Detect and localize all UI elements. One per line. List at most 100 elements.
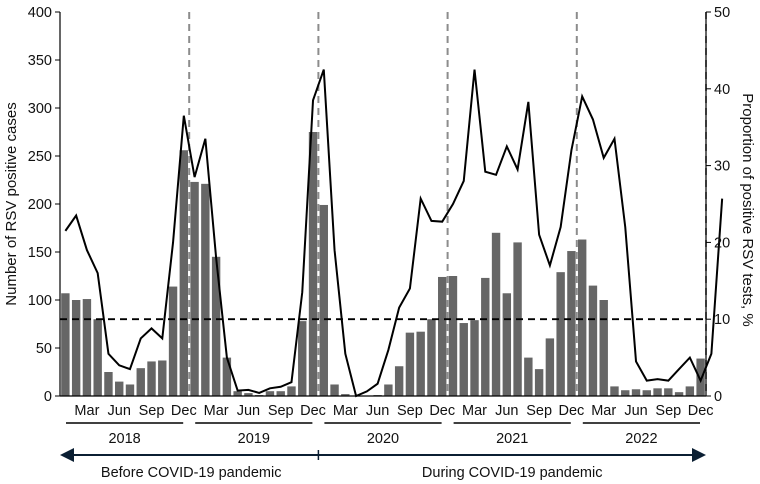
arrow-head-right — [692, 448, 706, 462]
bar — [168, 286, 178, 396]
year-separators — [188, 12, 707, 396]
month-tick-label: Dec — [688, 403, 714, 419]
bar — [158, 360, 167, 396]
month-tick-label: Dec — [559, 403, 585, 419]
month-tick-label: Sep — [655, 403, 681, 419]
bar — [147, 361, 156, 396]
bar — [664, 388, 673, 396]
y-axis-label: Number of RSV positive cases — [3, 102, 20, 305]
month-tick-label: Dec — [171, 403, 197, 419]
bar — [524, 357, 533, 396]
year-label: 2018 — [108, 431, 140, 447]
bar — [448, 276, 458, 396]
bar — [631, 389, 641, 396]
month-tick-label: Dec — [300, 403, 326, 419]
bar — [115, 381, 124, 396]
axes — [59, 12, 707, 397]
bar-series — [61, 132, 705, 396]
y-tick-label: 0 — [44, 389, 52, 405]
proportion-line — [64, 69, 724, 398]
y2-tick-label: 10 — [714, 312, 730, 328]
bar — [459, 323, 468, 396]
pandemic-arrow — [60, 448, 706, 462]
bar — [319, 204, 328, 396]
y-tick-label: 50 — [36, 341, 52, 357]
bar — [556, 272, 565, 396]
bar — [438, 276, 447, 396]
bar — [211, 256, 221, 396]
bar — [298, 321, 307, 396]
bar — [222, 357, 232, 396]
bar — [610, 386, 619, 396]
y2-tick-label: 30 — [714, 159, 730, 175]
month-tick-label: Dec — [429, 403, 455, 419]
y2-axis-label: Proportion of positive RSV tests, % — [739, 93, 756, 326]
year-labels: 2018 2019 2020 2021 2022 — [66, 422, 700, 447]
y2-tick-label: 20 — [714, 235, 730, 251]
bar — [696, 358, 705, 396]
bar — [621, 390, 630, 396]
bar — [481, 277, 490, 396]
month-tick-label: Mar — [74, 403, 99, 419]
bar — [330, 384, 339, 396]
bar — [71, 300, 81, 396]
month-tick-label: Jun — [237, 403, 260, 419]
bar — [384, 384, 393, 396]
y2-tick-label: 50 — [714, 5, 730, 21]
bar — [244, 393, 253, 396]
bar — [233, 391, 242, 396]
y-tick-label: 300 — [28, 101, 52, 117]
during-covid-label: During COVID-19 pandemic — [422, 465, 603, 481]
y2-tick-label: 40 — [714, 82, 730, 98]
month-tick-labels: Mar Jun Sep Dec Mar Jun Sep Dec Mar Jun Sep Dec Mar J… — [74, 403, 713, 419]
bar — [674, 392, 684, 396]
year-label: 2020 — [367, 431, 399, 447]
bar — [201, 183, 210, 396]
bar — [491, 232, 501, 396]
bar — [545, 338, 555, 396]
bar — [265, 391, 275, 396]
bar — [93, 319, 102, 396]
y-tick-label: 250 — [28, 149, 52, 165]
bar — [685, 386, 695, 396]
bar — [405, 332, 415, 396]
bar — [416, 331, 425, 396]
month-tick-label: Jun — [495, 403, 518, 419]
month-tick-label: Sep — [139, 403, 165, 419]
y2-tick-label: 0 — [714, 389, 722, 405]
bar — [470, 320, 479, 396]
month-tick-label: Mar — [204, 403, 229, 419]
bar — [642, 390, 651, 396]
month-tick-label: Jun — [366, 403, 389, 419]
bar — [104, 372, 113, 396]
y-tick-label: 150 — [28, 245, 52, 261]
bar — [567, 251, 576, 396]
bar — [577, 239, 587, 396]
month-tick-label: Mar — [462, 403, 487, 419]
bar — [588, 285, 598, 396]
month-tick-label: Jun — [108, 403, 131, 419]
bar — [136, 368, 145, 396]
bar — [287, 386, 296, 396]
y-tick-label: 100 — [28, 293, 52, 309]
bar — [276, 391, 285, 396]
bar — [190, 181, 199, 396]
month-tick-label: Mar — [591, 403, 616, 419]
year-label: 2021 — [496, 431, 528, 447]
arrow-head-left — [60, 448, 74, 462]
month-tick-label: Jun — [624, 403, 647, 419]
before-covid-label: Before COVID-19 pandemic — [101, 465, 282, 481]
bar — [125, 384, 135, 396]
right-axis-ticks: 0 10 20 30 40 50 — [706, 5, 730, 405]
bar — [61, 293, 70, 396]
bar — [427, 319, 436, 396]
y-tick-label: 350 — [28, 53, 52, 69]
y-tick-label: 400 — [28, 5, 52, 21]
month-tick-label: Sep — [526, 403, 552, 419]
bar — [308, 132, 318, 396]
bar — [653, 388, 662, 396]
month-tick-label: Sep — [397, 403, 423, 419]
year-label: 2019 — [238, 431, 270, 447]
month-tick-label: Mar — [333, 403, 358, 419]
